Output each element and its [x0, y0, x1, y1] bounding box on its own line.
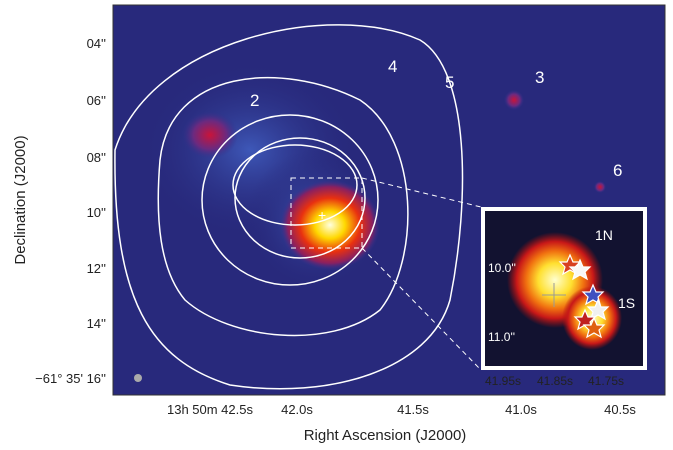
- x-axis-label: Right Ascension (J2000): [304, 427, 467, 444]
- y-tick-label: 14'': [87, 316, 106, 331]
- inset-x-tick-label: 41.75s: [588, 374, 624, 388]
- y-tick-label: 06'': [87, 93, 106, 108]
- x-tick-label: 42.0s: [281, 402, 313, 417]
- x-tick-label: 41.0s: [505, 402, 537, 417]
- x-tick-label: 41.5s: [397, 402, 429, 417]
- y-ticks: 04'' 06'' 08'' 10'' 12'' 14'' −61° 35' 16'': [35, 36, 106, 386]
- inset-label: 1N: [595, 227, 613, 243]
- inset-label: 1S: [618, 295, 635, 311]
- image: [113, 5, 665, 395]
- inset-y-tick-label: 10.0'': [488, 261, 516, 275]
- x-ticks: 13h 50m 42.5s 42.0s 41.5s 41.0s 40.5s: [167, 402, 636, 417]
- inset: 1N 1S 10.0'' 11.0'' 41.95s 41.85s 41.75s: [481, 207, 647, 388]
- zoom-line: [361, 247, 482, 371]
- y-tick-label: 10'': [87, 205, 106, 220]
- contour-label: 5: [445, 73, 454, 92]
- inset-x-tick-label: 41.85s: [537, 374, 573, 388]
- contour-label: 2: [250, 91, 259, 110]
- contour-label: 6: [613, 161, 622, 180]
- y-tick-label: 04'': [87, 36, 106, 51]
- y-tick-label: 12'': [87, 261, 106, 276]
- y-tick-label: 08'': [87, 150, 106, 165]
- y-tick-label: −61° 35' 16'': [35, 371, 106, 386]
- zoom-box: [290, 177, 363, 249]
- zoom-line: [361, 177, 482, 208]
- contour-label: 3: [535, 68, 544, 87]
- contour-labels: 2 3 4 5 6: [250, 57, 622, 180]
- inset-x-tick-label: 41.95s: [485, 374, 521, 388]
- x-tick-label: 40.5s: [604, 402, 636, 417]
- y-axis-label: Declination (J2000): [12, 135, 29, 264]
- cross: +: [318, 207, 326, 223]
- inset-y-tick-label: 11.0'': [488, 330, 515, 344]
- x-tick-label: 13h 50m 42.5s: [167, 402, 254, 417]
- frame: [112, 4, 666, 396]
- contours: [114, 24, 464, 390]
- contour-label: 4: [388, 57, 397, 76]
